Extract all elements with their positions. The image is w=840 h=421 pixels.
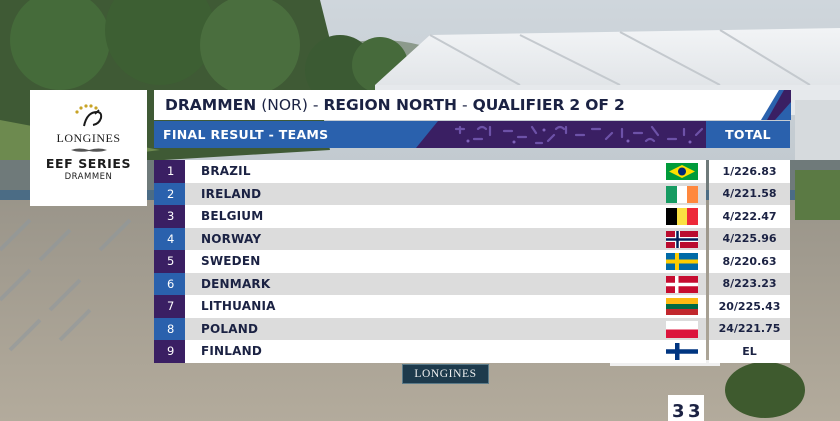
table-row: 2 IRELAND 4/221.58 (154, 182, 790, 205)
table-row: 9 FINLAND EL (154, 340, 790, 363)
finland-flag-icon (666, 343, 698, 360)
team-name-cell: BRAZIL (185, 160, 706, 183)
longines-eef-logo: LONGINES EEF SERIES DRAMMEN (30, 90, 147, 206)
event-title-bar: DRAMMEN (NOR) - REGION NORTH - QUALIFIER… (154, 90, 791, 120)
lithuania-flag-icon (666, 298, 698, 315)
longines-wings-emblem-icon (74, 104, 102, 127)
table-row: 8 POLAND 24/221.75 (154, 317, 790, 340)
team-name: SWEDEN (201, 254, 261, 269)
svg-text:3: 3 (688, 401, 701, 421)
sweden-flag-icon (666, 253, 698, 270)
total-score-cell: 4/222.47 (709, 205, 790, 228)
logo-series-text: EEF SERIES (45, 156, 132, 171)
brazil-flag-icon (666, 163, 698, 180)
title-separator: - (312, 96, 319, 114)
results-header-bar: FINAL RESULT - TEAMS TOTAL (154, 121, 790, 148)
belgium-flag-icon (666, 208, 698, 225)
qualifier-number: 2 (569, 96, 581, 114)
team-name: BRAZIL (201, 164, 251, 179)
total-score-cell: 4/221.58 (709, 182, 790, 205)
team-name-cell: IRELAND (185, 182, 706, 205)
results-table: 1 BRAZIL 1/226.83 2 IRELAND 4/221.58 3 B… (154, 160, 790, 363)
denmark-flag-icon (666, 275, 698, 293)
poland-flag-icon (666, 320, 698, 338)
table-row: 6 DENMARK 8/223.23 (154, 272, 790, 295)
team-name: FINLAND (201, 344, 263, 359)
qualifier-label: QUALIFIER (472, 96, 565, 114)
rank-cell: 1 (154, 160, 185, 183)
team-name-cell: BELGIUM (185, 205, 706, 228)
rank-cell: 3 (154, 205, 185, 228)
logo-location-text: DRAMMEN (64, 172, 113, 182)
rank-cell: 9 (154, 340, 185, 363)
team-name: NORWAY (201, 231, 262, 246)
total-score-cell: 8/220.63 (709, 250, 790, 273)
team-name: DENMARK (201, 276, 271, 291)
rank-cell: 2 (154, 182, 185, 205)
team-name: LITHUANIA (201, 299, 276, 314)
table-row: 7 LITHUANIA 20/225.43 (154, 295, 790, 318)
rank-cell: 6 (154, 272, 185, 295)
table-row: 1 BRAZIL 1/226.83 (154, 160, 790, 183)
ireland-flag-icon (666, 185, 698, 203)
norway-flag-icon (666, 230, 698, 248)
team-name: POLAND (201, 321, 259, 336)
total-score-cell: 4/225.96 (709, 227, 790, 250)
team-name-cell: POLAND (185, 317, 706, 340)
longines-sponsor-banner: LONGINES (402, 364, 489, 384)
table-row: 5 SWEDEN 8/220.63 (154, 250, 790, 273)
final-result-label: FINAL RESULT - TEAMS (163, 127, 329, 142)
team-name: BELGIUM (201, 209, 264, 224)
header-pattern-icon (416, 121, 790, 148)
title-separator: - (461, 96, 468, 114)
team-name-cell: FINLAND (185, 340, 706, 363)
team-name-cell: SWEDEN (185, 250, 706, 273)
table-row: 3 BELGIUM 4/222.47 (154, 205, 790, 228)
logo-brand-text: LONGINES (56, 131, 121, 145)
team-name-cell: NORWAY (185, 227, 706, 250)
qualifier-of: OF (585, 96, 609, 114)
total-score-cell: EL (709, 340, 790, 363)
total-score-cell: 8/223.23 (709, 272, 790, 295)
svg-text:3: 3 (672, 401, 685, 421)
total-score-cell: 24/221.75 (709, 317, 790, 340)
rank-cell: 4 (154, 227, 185, 250)
team-name: IRELAND (201, 186, 262, 201)
rank-cell: 7 (154, 295, 185, 318)
rank-cell: 8 (154, 317, 185, 340)
event-name: DRAMMEN (165, 96, 257, 114)
event-region: REGION NORTH (323, 96, 457, 114)
total-score-cell: 1/226.83 (709, 160, 790, 183)
title-accent-stripes-icon (761, 90, 791, 120)
rank-cell: 5 (154, 250, 185, 273)
total-column-header: TOTAL (706, 121, 790, 148)
event-country: (NOR) (261, 96, 308, 114)
qualifier-total: 2 (613, 96, 625, 114)
team-name-cell: LITHUANIA (185, 295, 706, 318)
team-name-cell: DENMARK (185, 272, 706, 295)
table-row: 4 NORWAY 4/225.96 (154, 227, 790, 250)
wings-icon (70, 148, 107, 152)
total-score-cell: 20/225.43 (709, 295, 790, 318)
